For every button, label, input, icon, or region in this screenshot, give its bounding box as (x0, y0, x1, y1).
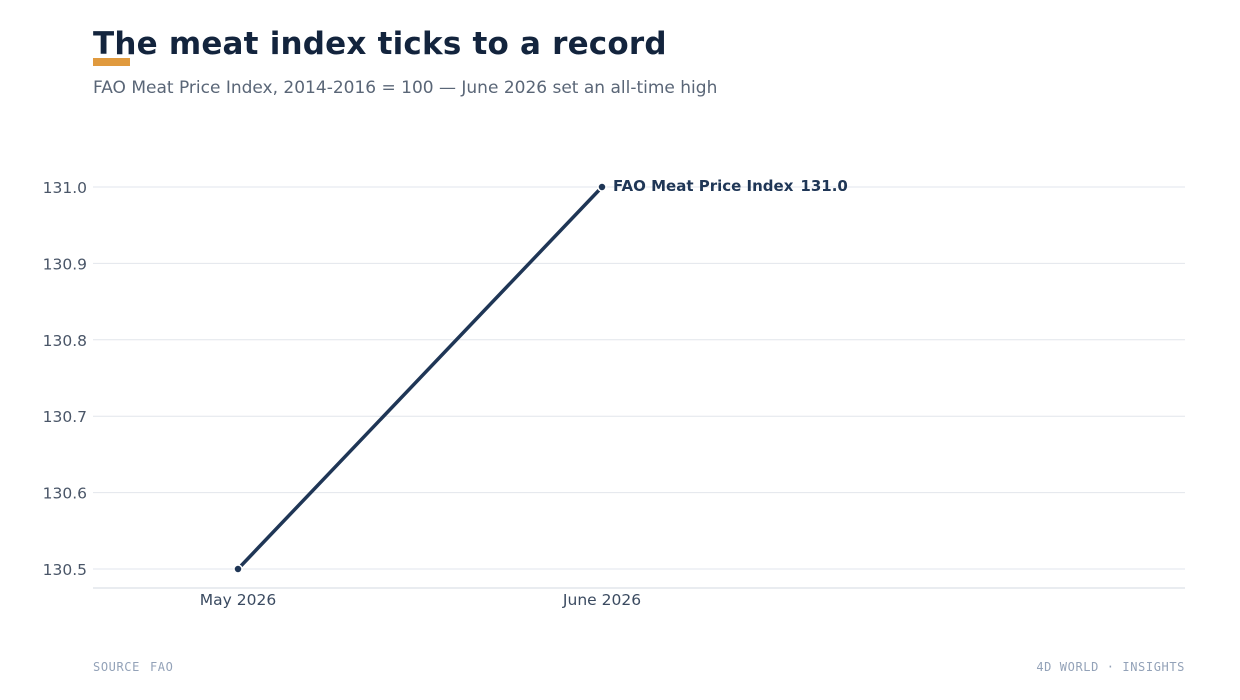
y-axis-ticks: 130.5 130.6 130.7 130.8 130.9 131.0 (43, 179, 87, 579)
source-value: FAO (149, 660, 174, 674)
x-tick-label: June 2026 (562, 591, 641, 609)
gridlines (93, 186, 1185, 570)
data-point (597, 182, 607, 192)
chart-subtitle: FAO Meat Price Index, 2014-2016 = 100 — … (93, 78, 718, 98)
series-layer: FAO Meat Price Index 131.0 (233, 177, 848, 574)
series-line (236, 185, 604, 571)
brand-credit: 4D WORLD · INSIGHTS (1036, 660, 1185, 674)
y-tick-label: 130.6 (43, 485, 87, 503)
source-label: SOURCE (93, 660, 140, 674)
x-tick-label: May 2026 (200, 591, 276, 609)
chart-title: The meat index ticks to a record (93, 26, 667, 62)
y-tick-label: 130.9 (43, 255, 87, 273)
x-axis-ticks: May 2026 June 2026 (200, 591, 641, 609)
series-end-value-label: 131.0 (800, 177, 847, 195)
y-tick-label: 130.5 (43, 561, 87, 579)
data-point (233, 564, 243, 574)
y-tick-label: 130.8 (43, 332, 87, 350)
title-accent-bar (93, 58, 130, 66)
y-tick-label: 130.7 (43, 408, 87, 426)
y-tick-label: 131.0 (43, 179, 87, 197)
source-note: SOURCE FAO (93, 660, 173, 674)
series-end-label: FAO Meat Price Index (613, 177, 794, 195)
